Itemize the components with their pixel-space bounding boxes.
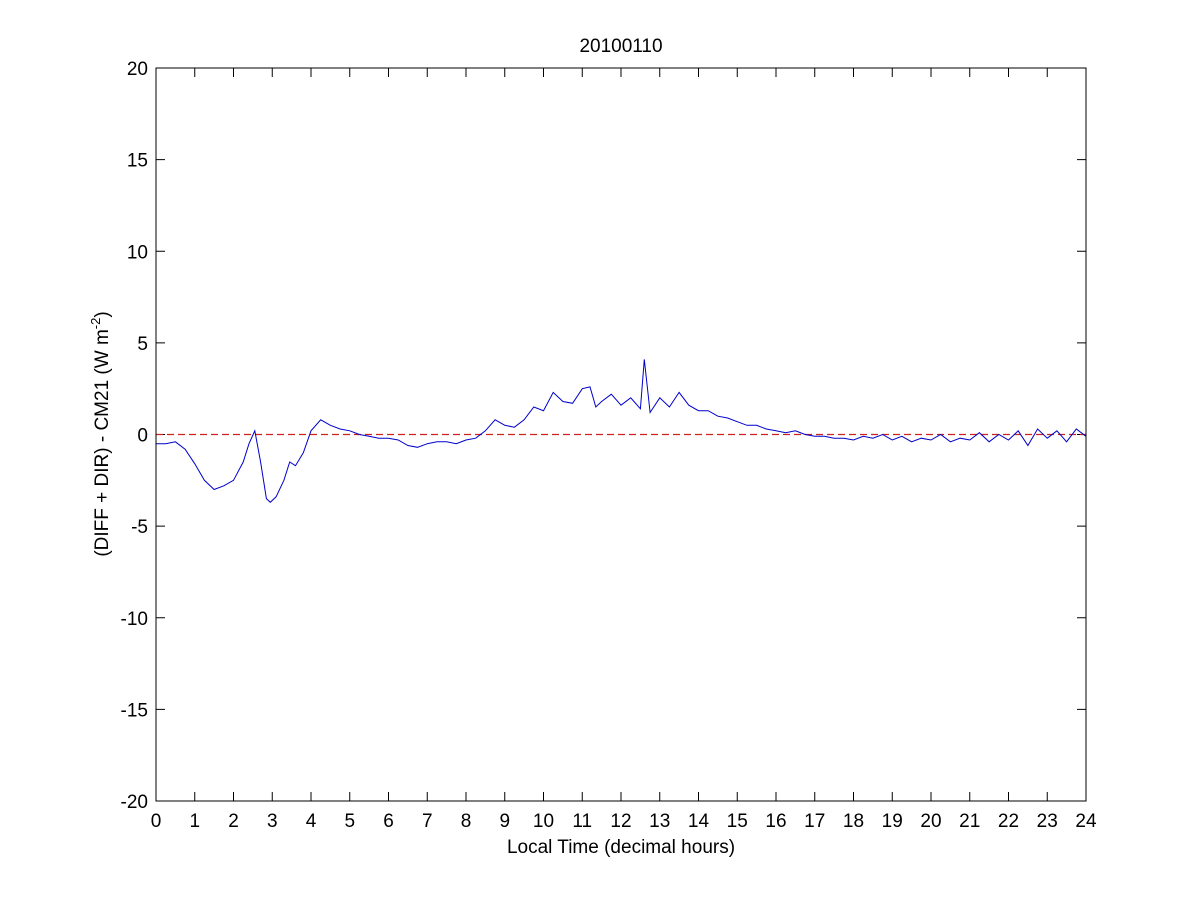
x-tick-label: 12: [610, 811, 631, 832]
x-tick-label: 13: [649, 811, 670, 832]
tick-marks: [155, 67, 1087, 802]
x-tick-label: 8: [461, 811, 472, 832]
y-axis-label-suffix: ): [92, 311, 113, 317]
x-tick-label: 3: [267, 811, 278, 832]
x-tick-label: 16: [765, 811, 786, 832]
x-tick-label: 2: [228, 811, 239, 832]
y-tick-label: 10: [127, 242, 148, 263]
x-tick-label: 17: [804, 811, 825, 832]
x-tick-label: 9: [499, 811, 510, 832]
x-tick-label: 22: [998, 811, 1019, 832]
y-tick-label: 15: [127, 151, 148, 172]
y-axis-label-main: (DIFF + DIR) - CM21 (W m: [92, 329, 113, 556]
x-tick-label: 6: [383, 811, 394, 832]
y-tick-label: 20: [127, 59, 148, 80]
y-tick-label: 0: [137, 426, 148, 447]
y-tick-label: -5: [131, 517, 148, 538]
series-line: [156, 359, 1087, 503]
x-tick-label: 10: [533, 811, 554, 832]
y-tick-label: -10: [121, 609, 148, 630]
x-tick-label: 20: [920, 811, 941, 832]
x-tick-label: 15: [727, 811, 748, 832]
y-tick-label: 5: [137, 334, 148, 355]
x-tick-label: 7: [422, 811, 433, 832]
y-axis-label: (DIFF + DIR) - CM21 (W m-2): [88, 311, 113, 556]
x-tick-label: 18: [843, 811, 864, 832]
x-tick-label: 14: [688, 811, 710, 832]
x-tick-label: 1: [189, 811, 200, 832]
x-tick-label: 11: [572, 811, 592, 832]
chart-title: 20100110: [579, 36, 662, 57]
y-tick-label: -20: [121, 792, 148, 813]
x-tick-label: 19: [882, 811, 903, 832]
x-tick-label: 0: [151, 811, 162, 832]
plot-frame: [155, 67, 1087, 802]
y-axis-label-superscript: -2: [88, 318, 103, 330]
x-tick-label: 4: [306, 811, 317, 832]
x-tick-label: 21: [959, 811, 980, 832]
x-axis-label: Local Time (decimal hours): [507, 837, 735, 858]
tick-labels: 0 1 2 3 4 5 6 7 8 9 10 11 12 13 14 15 16 17 18 19 20 21 22 23 24…: [121, 59, 1097, 832]
x-tick-label: 5: [344, 811, 355, 832]
y-tick-label: -15: [121, 700, 148, 721]
x-tick-label: 24: [1075, 811, 1097, 832]
x-tick-label: 23: [1037, 811, 1058, 832]
